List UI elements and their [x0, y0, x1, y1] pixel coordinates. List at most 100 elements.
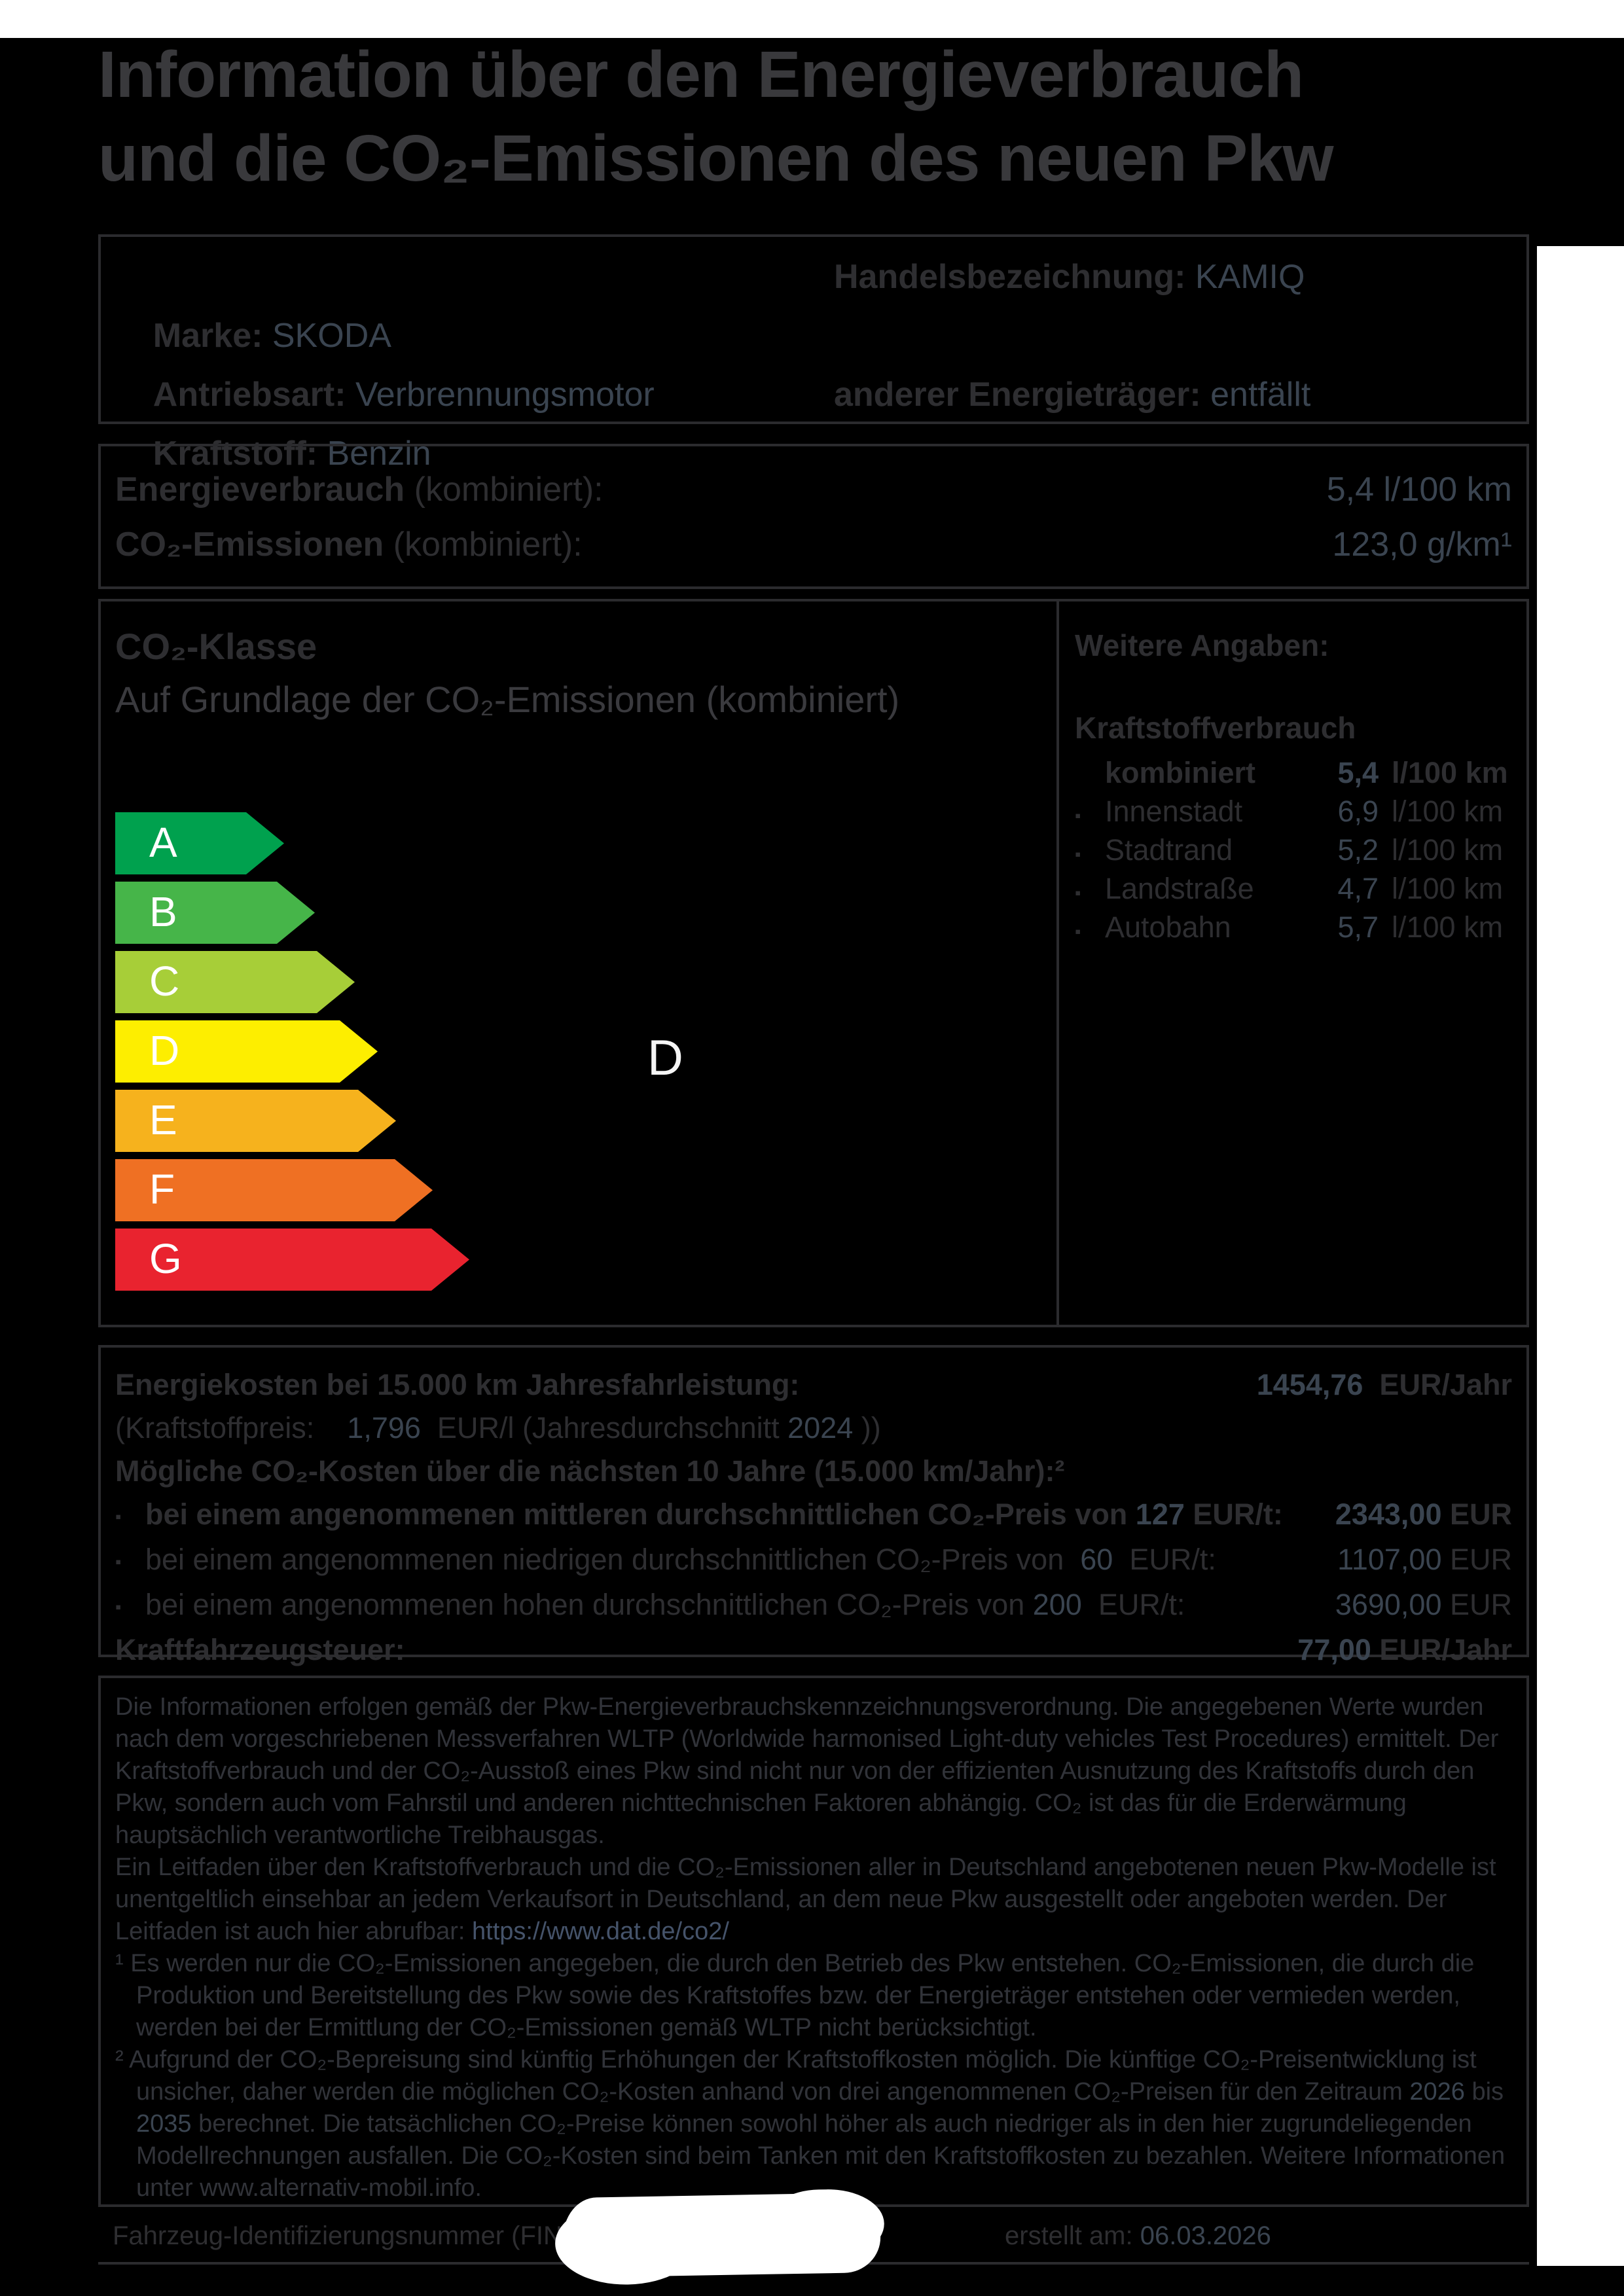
energy-cost-line: ▪ bei einem angenommenen hohen durchschni… — [101, 1583, 1526, 1628]
fuel-row-label: Autobahn — [1105, 910, 1231, 944]
co2-class-bar-a: A — [115, 812, 284, 874]
bullet-icon: ▪ — [115, 1552, 122, 1572]
dat-co2-link[interactable]: https://www.dat.de/co2/ — [472, 1918, 729, 1945]
co2-class-bar-c: C — [115, 951, 355, 1013]
co2-class-heading: CO₂-Klasse — [115, 626, 317, 667]
co2-class-bar-e: E — [115, 1090, 396, 1152]
fineprint-paragraph: ² Aufgrund der CO₂-Bepreisung sind künft… — [115, 2046, 1506, 2202]
vehicle-row-marke: Marke: SKODA Handelsbezeichnung: KAMIQ — [101, 247, 1526, 355]
fuel-row-unit: l/100 km — [1392, 872, 1504, 905]
co2-class-panel: CO₂-Klasse Auf Grundlage der CO₂-Emissio… — [101, 601, 1056, 1325]
co2-class-letter: C — [149, 958, 180, 1005]
fineprint-box: Die Informationen erfolgen gemäß der Pkw… — [98, 1676, 1529, 2207]
fineprint-paragraph: ¹ Es werden nur die CO₂-Emissionen angeg… — [115, 1950, 1475, 2041]
bullet-icon: ▪ — [1075, 922, 1081, 941]
fuel-row-label: Innenstadt — [1105, 795, 1243, 828]
fuel-row-unit: l/100 km — [1392, 795, 1504, 828]
fineprint-paragraph: Ein Leitfaden über den Kraftstoffverbrau… — [115, 1854, 1496, 1945]
co2-class-subheading: Auf Grundlage der CO₂-Emissionen (kombin… — [115, 679, 900, 720]
vehicle-row-antriebsart: Antriebsart: Verbrennungsmotor — [101, 306, 1526, 414]
bullet-icon: ▪ — [115, 1507, 122, 1527]
fuel-consumption-rows: kombiniert 5,4 l/100 km ▪ Innenstadt 6,9 l/100… — [1075, 745, 1517, 946]
fuel-row-value: 6,9 — [1337, 795, 1379, 828]
co2-class-bar-d: D — [115, 1020, 378, 1083]
fin-label: Fahrzeug-Identifizierungsnummer (FIN): — [113, 2221, 579, 2250]
handelsbezeichnung-value: KAMIQ — [1195, 258, 1305, 296]
fuel-row-value: 5,4 — [1337, 756, 1379, 789]
energy-cost-value: 3690,00 EUR — [1335, 1588, 1512, 1622]
fuel-row-label: Landstraße — [1105, 872, 1254, 905]
handelsbezeichnung-pair: Handelsbezeichnung: KAMIQ — [834, 247, 1305, 306]
fuel-row-unit: l/100 km — [1392, 756, 1508, 789]
energy-cost-value: 1107,00 EUR — [1337, 1543, 1512, 1577]
page-title-line2: und die CO₂-Emissionen des neuen Pkw — [98, 122, 1334, 195]
fuel-row-unit: l/100 km — [1392, 910, 1504, 944]
co2-class-letter: B — [149, 888, 177, 935]
anderer-energietraeger-pair: anderer Energieträger: entfällt — [834, 365, 1310, 424]
antriebsart-label: Antriebsart: — [153, 376, 355, 414]
handelsbezeichnung-label: Handelsbezeichnung: — [834, 258, 1195, 296]
energieverbrauch-value: 5,4 l/100 km — [1326, 471, 1512, 509]
energy-cost-line: Mögliche CO₂-Kosten über die nächsten 10… — [115, 1454, 1065, 1488]
bullet-icon: ▪ — [115, 1597, 122, 1617]
kraftstoff-value: Benzin — [327, 435, 431, 473]
fineprint-paragraph: Die Informationen erfolgen gemäß der Pkw… — [115, 1693, 1499, 1849]
fuel-row-label: kombiniert — [1105, 756, 1256, 789]
co2-emissionen-label: CO₂-Emissionen (kombiniert): — [115, 526, 583, 564]
marke-label: Marke: — [153, 317, 272, 355]
bullet-icon: ▪ — [1075, 806, 1081, 825]
energieverbrauch-label: Energieverbrauch (kombiniert): — [115, 471, 604, 509]
energy-cost-value: 77,00 EUR/Jahr — [1297, 1633, 1512, 1667]
weitere-angaben-heading: Weitere Angaben: — [1075, 628, 1329, 662]
fuel-consumption-row: ▪ Innenstadt 6,9 l/100 km — [1075, 792, 1517, 831]
bullet-icon: ▪ — [1075, 883, 1081, 903]
bullet-icon: ▪ — [1075, 844, 1081, 864]
paper-margin-right — [1537, 246, 1624, 2266]
fuel-row-unit: l/100 km — [1392, 833, 1504, 867]
rated-class-letter: D — [647, 1030, 683, 1086]
created-at-label: erstellt am: — [1005, 2221, 1140, 2250]
vehicle-row-kraftstoff: Kraftstoff: Benzin anderer Energieträger… — [101, 365, 1526, 473]
energy-cost-line: ▪ bei einem angenommenen niedrigen durchs… — [101, 1538, 1526, 1583]
kraftstoff-label: Kraftstoff: — [153, 435, 327, 473]
co2-class-bar-f: F — [115, 1159, 433, 1221]
co2-class-letter: A — [149, 819, 177, 866]
co2-class-letter: F — [149, 1166, 175, 1213]
fuel-row-value: 5,2 — [1337, 833, 1379, 867]
energy-cost-line: ▪ bei einem angenommenen mittleren durchs… — [101, 1493, 1526, 1538]
marke-value: SKODA — [272, 317, 391, 355]
footer-row: Fahrzeug-Identifizierungsnummer (FIN): e… — [98, 2192, 1529, 2278]
antriebsart-value: Verbrennungsmotor — [355, 376, 655, 414]
panel-divider — [1056, 601, 1059, 1325]
co2-class-bar-b: B — [115, 882, 315, 944]
energy-costs-box: Energiekosten bei 15.000 km Jahresfahrle… — [98, 1345, 1529, 1666]
page-title: Information über den Energieverbrauch un… — [98, 33, 1591, 200]
energy-cost-value: 1454,76 EUR/Jahr — [1256, 1368, 1512, 1401]
co2-class-letter: D — [149, 1027, 180, 1074]
kraftstoffverbrauch-label: Kraftstoffverbrauch — [1075, 711, 1356, 745]
anderer-energietraeger-label: anderer Energieträger: — [834, 376, 1211, 414]
fuel-consumption-row: kombiniert 5,4 l/100 km — [1075, 753, 1517, 792]
fuel-row-value: 4,7 — [1337, 872, 1379, 905]
fuel-consumption-row: ▪ Stadtrand 5,2 l/100 km — [1075, 831, 1517, 869]
created-at-value: 06.03.2026 — [1140, 2221, 1271, 2250]
co2-class-letter: E — [149, 1096, 177, 1143]
paper-margin-top — [0, 0, 1624, 38]
fuel-row-label: Stadtrand — [1105, 833, 1233, 867]
energieverbrauch-row: Energieverbrauch (kombiniert): 5,4 l/100… — [101, 462, 1526, 517]
energy-cost-line: (Kraftstoffpreis: 1,796 EUR/l (Jahresdur… — [115, 1411, 881, 1444]
co2-emissionen-value: 123,0 g/km¹ — [1332, 526, 1512, 564]
energy-cost-line: Energiekosten bei 15.000 km Jahresfahrle… — [101, 1363, 1526, 1407]
anderer-energietraeger-value: entfällt — [1210, 376, 1311, 414]
created-at: erstellt am: 06.03.2026 — [1005, 2217, 1271, 2254]
co2-class-bar-g: G — [115, 1229, 469, 1291]
consumption-summary-box: Energieverbrauch (kombiniert): 5,4 l/100… — [98, 444, 1529, 589]
fuel-consumption-row: ▪ Autobahn 5,7 l/100 km — [1075, 908, 1517, 946]
co2-class-letter: G — [149, 1235, 182, 1282]
energy-cost-value: 2343,00 EUR — [1335, 1498, 1512, 1531]
fuel-consumption-row: ▪ Landstraße 4,7 l/100 km — [1075, 869, 1517, 908]
weitere-angaben-panel: Weitere Angaben: Kraftstoffverbrauch kom… — [1075, 601, 1517, 1325]
vehicle-info-box: Marke: SKODA Handelsbezeichnung: KAMIQ A… — [98, 234, 1529, 473]
